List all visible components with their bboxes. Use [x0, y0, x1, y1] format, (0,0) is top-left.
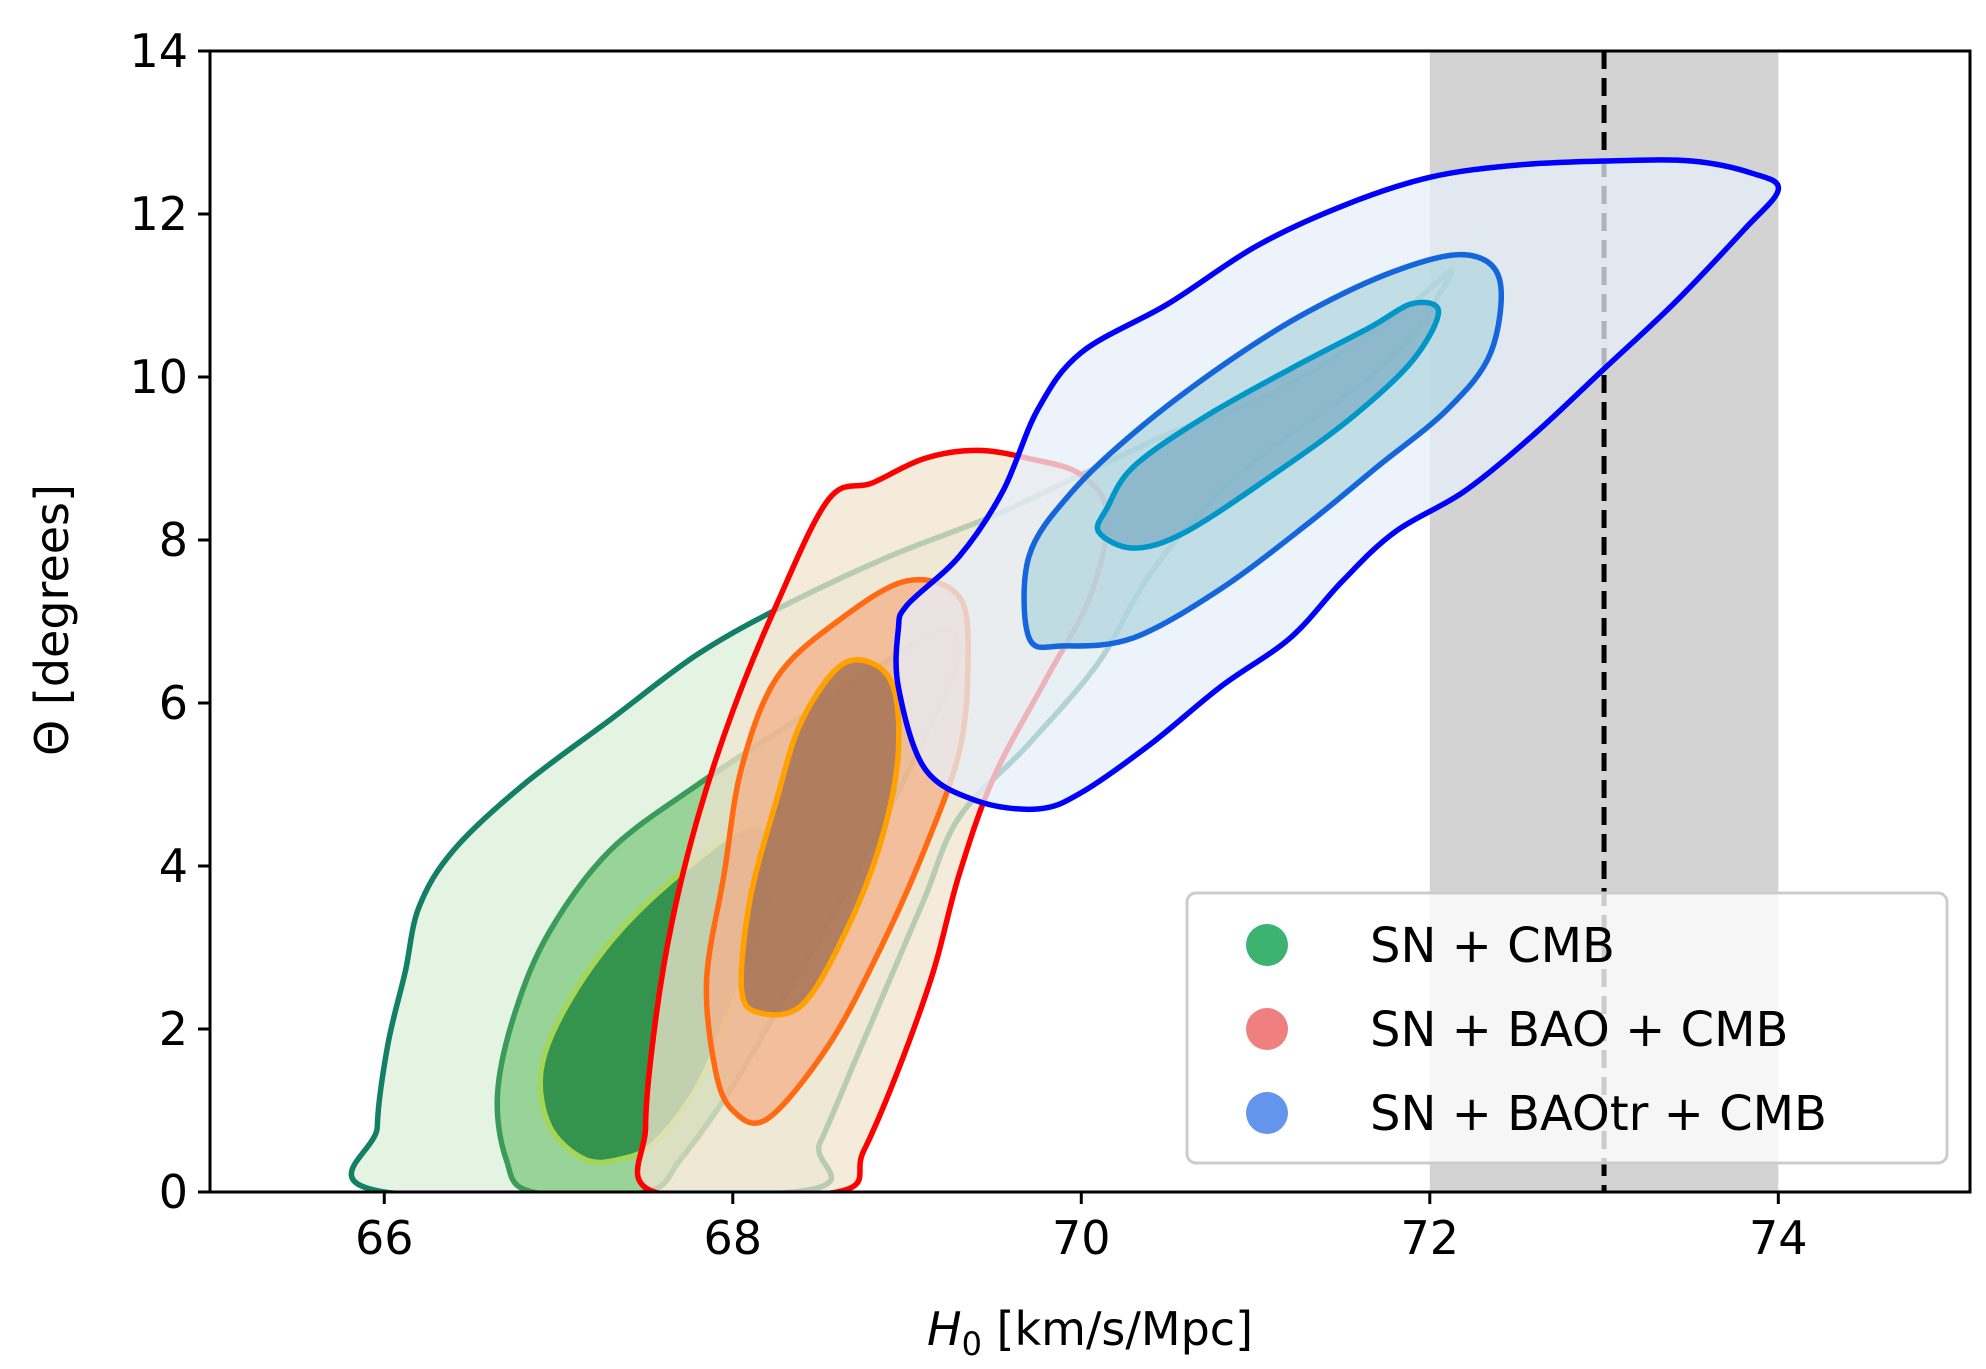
x-tick-label: 66 [355, 1211, 414, 1265]
y-tick-label: 2 [159, 1002, 188, 1056]
x-axis-label-symbol: H [927, 1302, 962, 1356]
y-tick-label: 0 [159, 1165, 188, 1219]
legend-box [1185, 891, 1949, 1165]
plot-area [348, 51, 1782, 1192]
x-tick-label: 70 [1052, 1211, 1111, 1265]
x-axis-label-subscript: 0 [962, 1325, 982, 1363]
y-tick-label: 12 [129, 187, 188, 241]
x-axis-label-units: [km/s/Mpc] [982, 1302, 1253, 1356]
y-tick-label: 10 [129, 350, 188, 404]
series-sn-baotr-cmb [893, 157, 1782, 813]
y-axis-label: Θ [degrees] [25, 484, 79, 756]
legend-marker [1246, 924, 1288, 966]
y-tick-label: 8 [159, 513, 188, 567]
y-tick-label: 6 [159, 676, 188, 730]
contour-sn-bao-cmb-0.5sigma [738, 657, 902, 1018]
x-tick-label: 68 [703, 1211, 762, 1265]
y-tick-label: 14 [129, 24, 188, 78]
x-axis: 66 68 70 72 74 [355, 1192, 1808, 1265]
legend-label: SN + CMB [1370, 918, 1615, 974]
x-axis-label: H0 [km/s/Mpc] [927, 1302, 1253, 1363]
legend: SN + CMB SN + BAO + CMB SN + BAOtr + CMB [1185, 891, 1949, 1165]
y-axis: 0 2 4 6 8 10 12 14 [129, 24, 210, 1219]
x-tick-label: 74 [1749, 1211, 1808, 1265]
y-tick-label: 4 [159, 839, 188, 893]
contour-sn-baotr-cmb-0.5sigma [1094, 299, 1442, 551]
legend-label: SN + BAO + CMB [1370, 1002, 1788, 1058]
legend-marker [1246, 1008, 1288, 1050]
x-tick-label: 72 [1401, 1211, 1460, 1265]
legend-marker [1246, 1092, 1288, 1134]
legend-label: SN + BAOtr + CMB [1370, 1086, 1827, 1142]
contour-layer [348, 157, 1782, 1192]
axes-frame [208, 49, 1972, 1194]
